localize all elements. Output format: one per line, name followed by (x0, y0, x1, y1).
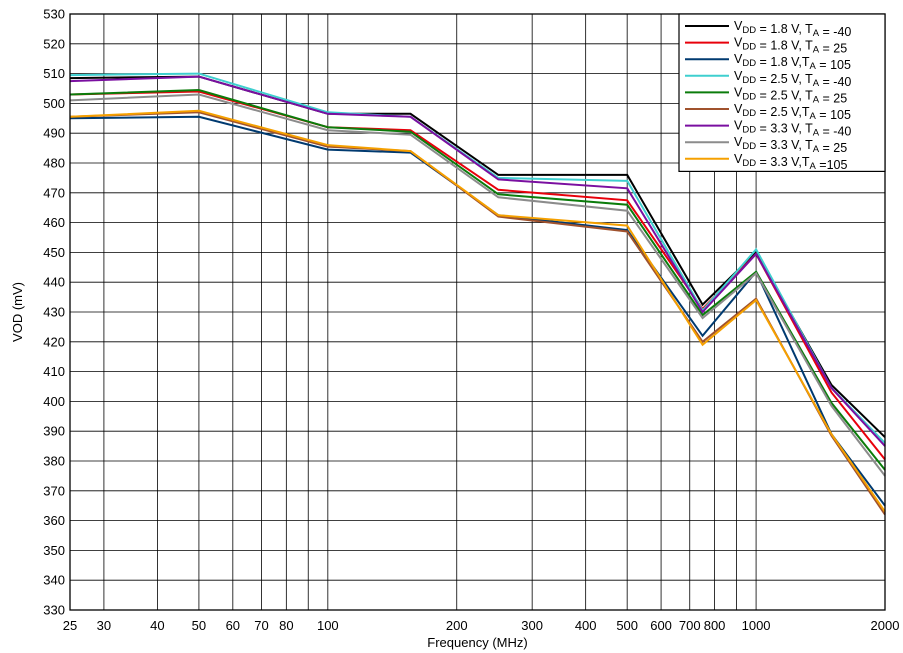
legend-entry: VDD = 1.8 V, TA = -40 (734, 19, 851, 39)
y-tick-label: 390 (43, 424, 65, 439)
y-tick-label: 500 (43, 96, 65, 111)
plot-frame (69, 13, 886, 611)
x-tick-label: 30 (97, 618, 111, 633)
y-tick-label: 440 (43, 275, 65, 290)
y-tick-label: 460 (43, 215, 65, 230)
y-tick-label: 370 (43, 483, 65, 498)
y-tick-label: 330 (43, 603, 65, 618)
x-tick-labels: 25 30 40 50 60 70 80 100 200 300 400 500 600 700 800 10… (63, 618, 900, 633)
x-tick-label: 400 (575, 618, 597, 633)
y-tick-label: 420 (43, 334, 65, 349)
y-tick-label: 510 (43, 66, 65, 81)
legend-entry: VDD = 2.5 V,TA = 105 (734, 102, 851, 122)
x-tick-label: 500 (616, 618, 638, 633)
y-tick-label: 480 (43, 156, 65, 171)
legend-entry: VDD = 1.8 V,TA = 105 (734, 52, 851, 72)
y-axis-title: VOD (mV) (10, 282, 25, 342)
series-line-5 (69, 88, 886, 471)
x-tick-label: 200 (446, 618, 468, 633)
legend-entry: VDD = 1.8 V, TA = 25 (734, 36, 847, 56)
x-tick-label: 40 (150, 618, 164, 633)
x-axis-title: Frequency (MHz) (427, 635, 527, 650)
y-tick-labels: 330 340 350 360 370 380 390 400 410 420 430 440 450 4… (43, 7, 65, 618)
x-tick-label: 800 (704, 618, 726, 633)
legend-entry: VDD = 2.5 V, TA = -40 (734, 69, 851, 89)
y-tick-label: 530 (43, 7, 65, 22)
y-tick-label: 380 (43, 454, 65, 469)
legend-entry: VDD = 3.3 V, TA = -40 (734, 119, 851, 139)
series-line-7 (69, 75, 886, 447)
y-tick-label: 350 (43, 543, 65, 558)
y-tick-label: 470 (43, 185, 65, 200)
y-tick-label: 520 (43, 36, 65, 51)
y-tick-label: 360 (43, 513, 65, 528)
x-tick-label: 700 (679, 618, 701, 633)
series-line-9 (69, 109, 886, 513)
x-tick-label: 300 (521, 618, 543, 633)
x-tick-label: 80 (279, 618, 293, 633)
x-tick-label: 70 (254, 618, 268, 633)
x-tick-label: 600 (650, 618, 672, 633)
x-tick-label: 25 (63, 618, 77, 633)
x-tick-label: 100 (317, 618, 339, 633)
x-tick-label: 2000 (871, 618, 900, 633)
legend-entry: VDD = 3.3 V,TA =105 (734, 152, 848, 172)
series-line-3 (69, 115, 886, 507)
x-tick-label: 50 (192, 618, 206, 633)
series-lines (69, 72, 886, 516)
series-line-4 (69, 72, 886, 444)
x-tick-label: 60 (226, 618, 240, 633)
y-tick-label: 450 (43, 245, 65, 260)
y-tick-label: 340 (43, 573, 65, 588)
series-line-8 (69, 93, 886, 477)
x-tick-label: 1000 (742, 618, 771, 633)
legend-entry: VDD = 2.5 V, TA = 25 (734, 85, 847, 105)
y-tick-label: 430 (43, 305, 65, 320)
y-tick-label: 400 (43, 394, 65, 409)
legend-entry: VDD = 3.3 V, TA = 25 (734, 135, 847, 155)
y-tick-label: 410 (43, 364, 65, 379)
y-tick-label: 490 (43, 126, 65, 141)
